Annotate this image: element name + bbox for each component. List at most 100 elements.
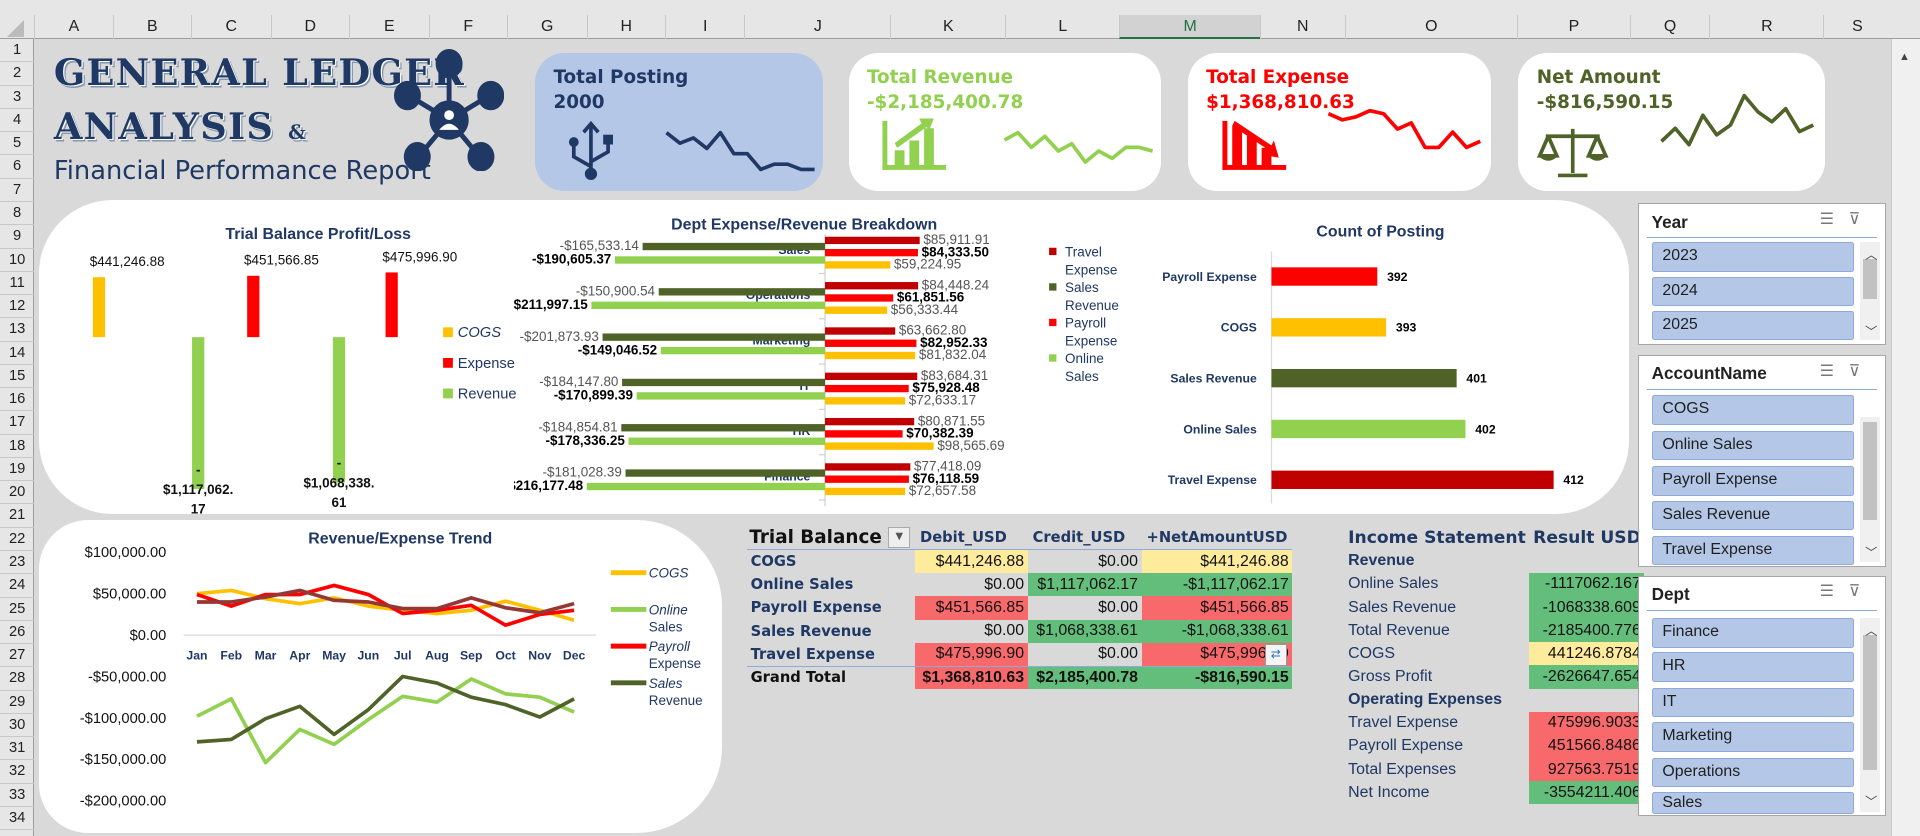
filter-dropdown-button[interactable]: ▼ (888, 527, 911, 548)
row-header-16[interactable]: 16 (0, 388, 35, 412)
slicer-item-marketing[interactable]: Marketing (1651, 722, 1854, 752)
slicer-item-finance[interactable]: Finance (1651, 618, 1854, 648)
column-header-H[interactable]: H (586, 14, 665, 40)
scroll-up-icon[interactable]: ▲ (1898, 51, 1910, 64)
row-header-31[interactable]: 31 (0, 737, 35, 761)
slicer-item-2024[interactable]: 2024 (1651, 276, 1854, 306)
row-header-34[interactable]: 34 (0, 807, 35, 831)
row-header-14[interactable]: 14 (0, 342, 35, 365)
credit-cell[interactable]: $0.00 (1098, 645, 1138, 663)
slicer-item-hr[interactable]: HR (1651, 652, 1854, 682)
debit-cell[interactable]: $451,566.85 (915, 596, 1028, 620)
credit-cell[interactable]: $0.00 (1098, 552, 1138, 570)
row-header-6[interactable]: 6 (0, 155, 35, 179)
row-header-7[interactable]: 7 (0, 179, 35, 202)
pivot-refresh-icon[interactable]: ⇄ (1264, 644, 1287, 667)
slicer-scrollbar[interactable] (1860, 242, 1880, 341)
row-header-23[interactable]: 23 (0, 551, 35, 575)
credit-cell[interactable]: $1,068,338.61 (1027, 619, 1142, 643)
row-value[interactable]: 475996.9033 (1529, 711, 1645, 735)
slicer-item-operations[interactable]: Operations (1651, 757, 1854, 788)
clear-filter-icon[interactable]: ⊽ (1848, 211, 1875, 229)
row-value[interactable]: -2626647.654 (1529, 665, 1645, 689)
row-header-1[interactable]: 1 (0, 39, 35, 63)
column-header-B[interactable]: B (112, 14, 191, 40)
row-header-24[interactable]: 24 (0, 574, 35, 598)
scroll-down-icon[interactable]: ﹀ (1865, 324, 1878, 339)
multi-select-icon[interactable]: ☰ (1819, 362, 1849, 380)
row-header-27[interactable]: 27 (0, 644, 35, 668)
column-header-F[interactable]: F (428, 14, 507, 40)
row-header-8[interactable]: 8 (0, 202, 35, 226)
debit-cell[interactable]: $0.00 (984, 622, 1025, 640)
column-header-P[interactable]: P (1517, 14, 1630, 40)
column-header-C[interactable]: C (191, 14, 271, 40)
slicer-scrollbar[interactable] (1860, 618, 1880, 812)
row-value[interactable]: 451566.8486 (1529, 734, 1645, 759)
row-header-17[interactable]: 17 (0, 411, 35, 435)
column-header-R[interactable]: R (1709, 14, 1823, 40)
row-header-11[interactable]: 11 (0, 272, 35, 296)
debit-cell[interactable]: $475,996.90 (915, 642, 1028, 667)
slicer-item-sales[interactable]: Sales (1651, 792, 1854, 815)
row-header-19[interactable]: 19 (0, 458, 35, 482)
net-cell[interactable]: -$1,068,338.61 (1141, 619, 1293, 643)
column-header-I[interactable]: I (664, 14, 745, 40)
column-header-L[interactable]: L (1005, 14, 1119, 40)
scroll-up-icon[interactable]: ︿ (1865, 247, 1878, 262)
scroll-up-icon[interactable]: ︿ (1865, 623, 1878, 638)
net-cell[interactable]: -$1,117,062.17 (1141, 573, 1293, 597)
slicer-item-2025[interactable]: 2025 (1651, 310, 1854, 341)
col-debit[interactable]: Debit_USD (915, 525, 1028, 551)
slicer-scrollbar[interactable] (1860, 417, 1880, 562)
row-header-18[interactable]: 18 (0, 435, 35, 458)
col-credit[interactable]: Credit_USD (1027, 525, 1142, 551)
clear-filter-icon[interactable]: ⊽ (1848, 362, 1875, 380)
slicer-item-travel-expense[interactable]: Travel Expense (1651, 536, 1854, 566)
row-header-20[interactable]: 20 (0, 481, 35, 505)
row-header-10[interactable]: 10 (0, 249, 35, 272)
row-header-2[interactable]: 2 (0, 62, 35, 86)
multi-select-icon[interactable]: ☰ (1819, 211, 1849, 229)
row-header-3[interactable]: 3 (0, 86, 35, 109)
row-header-32[interactable]: 32 (0, 760, 35, 784)
row-value[interactable]: -1117062.167 (1529, 572, 1645, 597)
row-value[interactable]: -1068338.609 (1529, 596, 1645, 620)
column-header-N[interactable]: N (1260, 14, 1344, 40)
row-header-13[interactable]: 13 (0, 318, 35, 342)
credit-total[interactable]: $2,185,400.78 (1027, 666, 1142, 690)
row-header-33[interactable]: 33 (0, 784, 35, 807)
row-header-15[interactable]: 15 (0, 365, 35, 389)
net-cell[interactable]: $441,246.88 (1141, 549, 1293, 574)
row-header-22[interactable]: 22 (0, 528, 35, 551)
credit-cell[interactable]: $0.00 (1098, 598, 1138, 616)
row-header-25[interactable]: 25 (0, 598, 35, 621)
column-header-Q[interactable]: Q (1629, 14, 1710, 40)
row-header-5[interactable]: 5 (0, 132, 35, 156)
row-value[interactable]: -3554211.406 (1529, 781, 1645, 805)
row-header-26[interactable]: 26 (0, 621, 35, 645)
column-header-M[interactable]: M (1119, 14, 1260, 40)
row-value[interactable]: -2185400.776 (1529, 619, 1645, 643)
col-net[interactable]: +NetAmountUSD (1141, 525, 1293, 551)
row-header-21[interactable]: 21 (0, 504, 35, 528)
slicer-item-cogs[interactable]: COGS (1651, 395, 1854, 425)
select-all-corner[interactable] (7, 19, 25, 37)
column-header-O[interactable]: O (1344, 14, 1518, 40)
slicer-item-sales-revenue[interactable]: Sales Revenue (1651, 500, 1854, 530)
row-value[interactable]: 441246.8784 (1529, 642, 1645, 666)
vertical-scrollbar[interactable]: ▲ (1890, 39, 1920, 836)
slicer-item-payroll-expense[interactable]: Payroll Expense (1651, 466, 1854, 496)
column-header-K[interactable]: K (890, 14, 1005, 40)
row-header-28[interactable]: 28 (0, 667, 35, 691)
row-header-9[interactable]: 9 (0, 225, 35, 249)
clear-filter-icon[interactable]: ⊽ (1848, 583, 1875, 601)
row-header-30[interactable]: 30 (0, 714, 35, 738)
slicer-item-2023[interactable]: 2023 (1651, 242, 1854, 272)
column-header-E[interactable]: E (348, 14, 429, 40)
slicer-item-it[interactable]: IT (1651, 687, 1854, 718)
debit-cell[interactable]: $441,246.88 (915, 549, 1028, 574)
column-header-G[interactable]: G (506, 14, 587, 40)
column-header-S[interactable]: S (1823, 14, 1890, 40)
scroll-down-icon[interactable]: ﹀ (1865, 795, 1878, 809)
